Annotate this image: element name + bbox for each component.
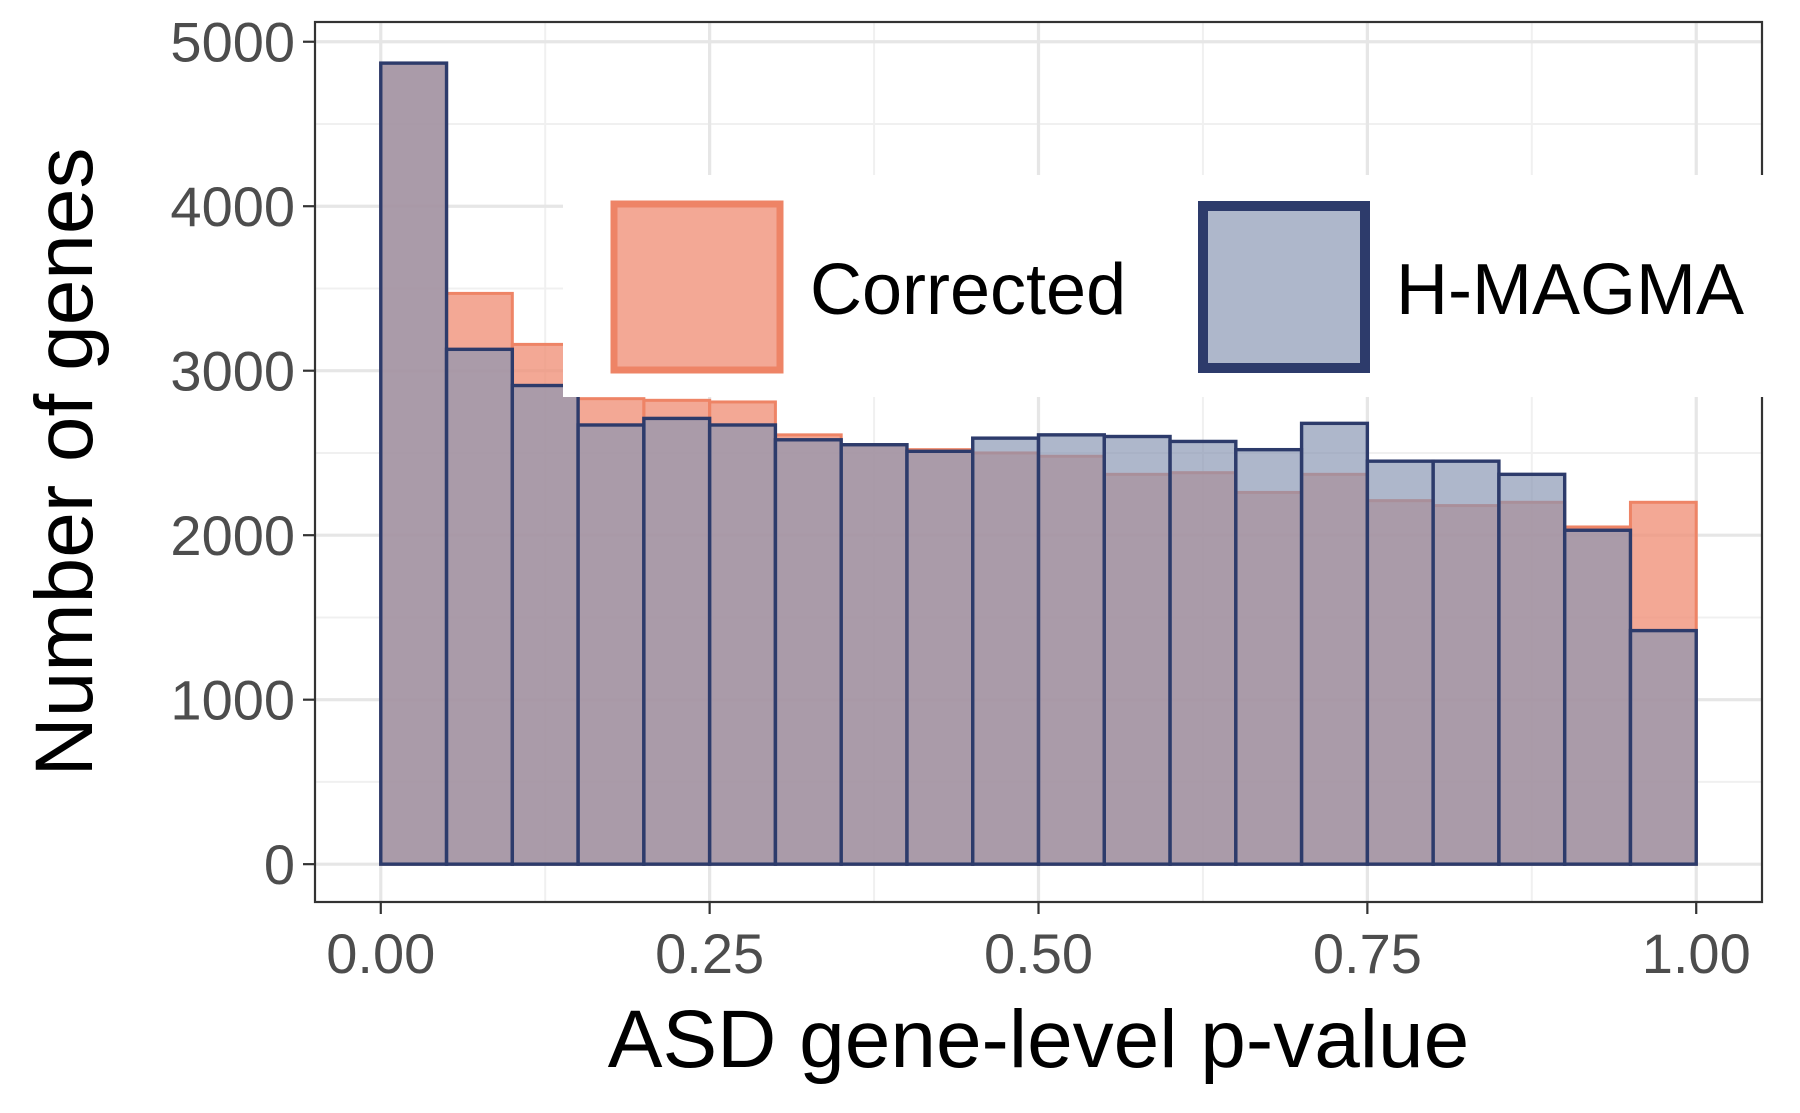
legend-key-h-magma: [1198, 201, 1370, 373]
bar-hmagma: [642, 416, 712, 866]
bar-hmagma: [773, 438, 843, 866]
legend-label-corrected: Corrected: [810, 250, 1126, 330]
legend-label-h-magma: H-MAGMA: [1396, 250, 1744, 330]
bar-hmagma: [1562, 528, 1633, 866]
bar-hmagma: [510, 383, 580, 866]
x-axis-title: ASD gene-level p-value: [608, 994, 1469, 1085]
y-tick-label: 0: [264, 833, 295, 896]
bar-hmagma: [444, 347, 515, 866]
bars: [379, 61, 1698, 866]
bar-hmagma: [1299, 421, 1370, 866]
x-tick-label: 0.75: [1313, 922, 1422, 985]
x-tick-label: 1.00: [1642, 922, 1751, 985]
series-h-magma: [379, 61, 1698, 866]
y-tick-label: 5000: [170, 11, 295, 74]
bar-hmagma: [1168, 439, 1238, 866]
y-tick-label: 2000: [170, 504, 295, 567]
bar-hmagma: [1102, 434, 1172, 866]
bar-hmagma: [839, 443, 909, 866]
bar-hmagma: [1497, 472, 1567, 866]
bar-hmagma: [379, 61, 449, 866]
bar-hmagma: [1234, 447, 1304, 866]
x-tick-label: 0.50: [984, 922, 1093, 985]
x-tick-label: 0.25: [655, 922, 764, 985]
y-tick-label: 1000: [170, 669, 295, 732]
bar-hmagma: [1431, 459, 1501, 866]
bar-hmagma: [1365, 459, 1435, 866]
bar-hmagma: [707, 423, 778, 866]
y-tick-label: 4000: [170, 175, 295, 238]
bar-hmagma: [971, 436, 1041, 866]
axes: 0 1000 2000 3000 4000 5000 0.00 0.25 0.50 0.75 1.0…: [170, 11, 1750, 985]
bar-hmagma: [576, 423, 646, 866]
bar-hmagma: [905, 449, 975, 866]
y-tick-label: 3000: [170, 340, 295, 403]
legend: Corrected H-MAGMA: [563, 175, 1800, 397]
legend-key-corrected: [610, 200, 784, 374]
bar-hmagma: [1036, 433, 1106, 866]
y-axis-title: Number of genes: [19, 147, 110, 776]
x-tick-label: 0.00: [326, 922, 435, 985]
bar-hmagma: [1628, 628, 1698, 866]
